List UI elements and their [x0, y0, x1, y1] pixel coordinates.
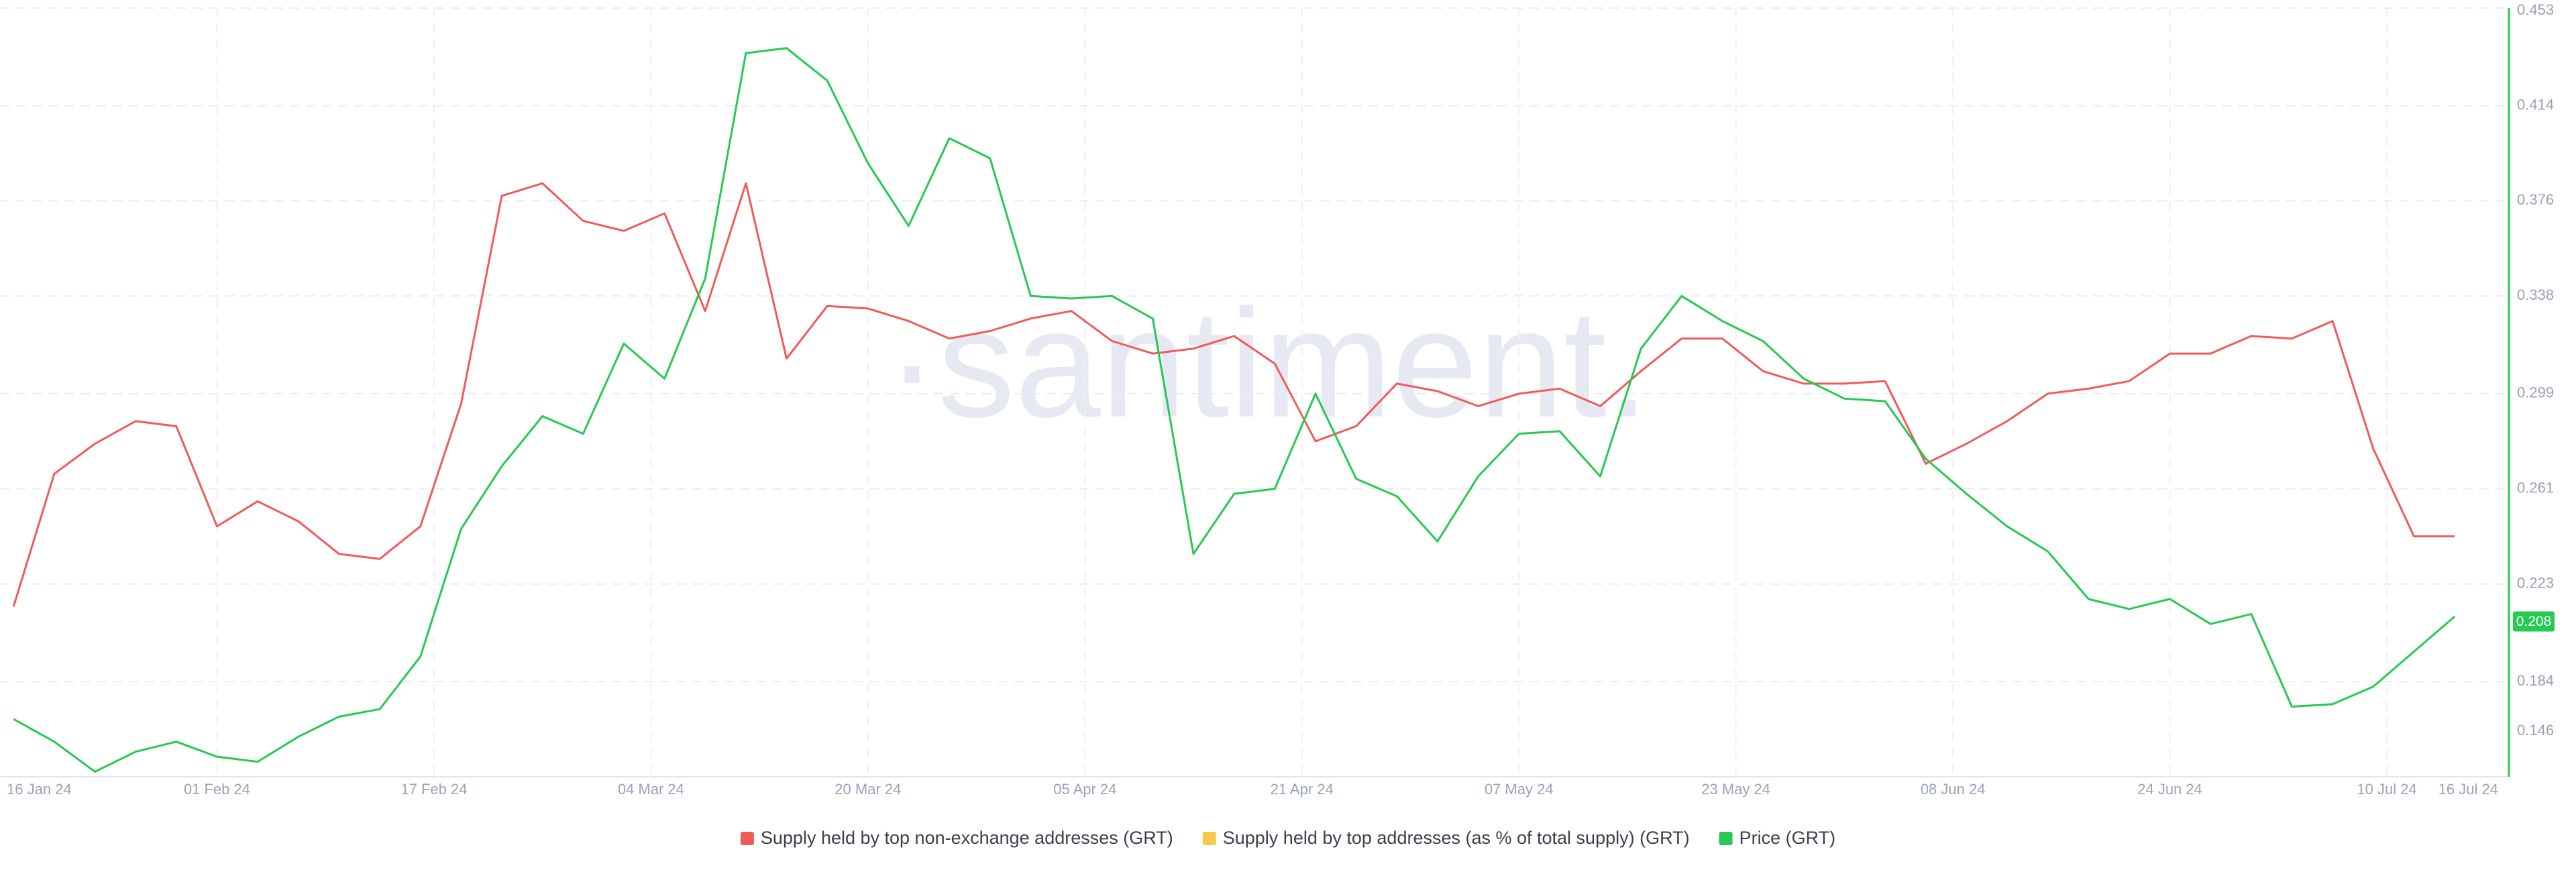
series-line [12, 182, 2455, 607]
y-tick-label: 0.184 [2517, 672, 2554, 689]
x-tick-label: 24 Jun 24 [2137, 781, 2202, 798]
legend-label: Supply held by top non-exchange addresse… [761, 828, 1173, 848]
y-tick-label: 0.146 [2517, 722, 2554, 739]
x-tick-label: 20 Mar 24 [835, 781, 901, 798]
x-tick-label: 17 Feb 24 [400, 781, 467, 798]
series-line [13, 47, 2456, 773]
x-tick-label: 07 May 24 [1485, 781, 1554, 798]
y-tick-label: 0.223 [2517, 574, 2554, 591]
x-tick-label: 04 Mar 24 [618, 781, 684, 798]
y-tick-label: 0.376 [2517, 191, 2554, 208]
price-label: 0.208 [2516, 614, 2552, 629]
y-tick-label: 0.261 [2517, 480, 2554, 496]
x-tick-label: 16 Jan 24 [7, 781, 72, 798]
legend-label: Price (GRT) [1739, 828, 1836, 848]
x-tick-label: 16 Jul 24 [2438, 781, 2498, 798]
legend-marker [740, 832, 754, 845]
x-tick-label: 05 Apr 24 [1053, 781, 1116, 798]
y-tick-label: 0.414 [2517, 96, 2554, 113]
legend: Supply held by top non-exchange addresse… [740, 828, 1836, 848]
price-label-box [2513, 611, 2555, 632]
y-tick-label: 0.453 [2517, 1, 2554, 18]
x-tick-label: 08 Jun 24 [1921, 781, 1986, 798]
x-tick-label: 23 May 24 [1701, 781, 1770, 798]
x-tick-label: 10 Jul 24 [2357, 781, 2416, 798]
x-tick-label: 21 Apr 24 [1271, 781, 1334, 798]
legend-label: Supply held by top addresses (as % of to… [1223, 828, 1690, 848]
legend-marker [1202, 832, 1216, 845]
watermark: ·santiment. [886, 277, 1650, 449]
y-tick-label: 0.338 [2517, 286, 2554, 303]
legend-marker [1719, 832, 1733, 845]
y-tick-label: 0.299 [2517, 384, 2554, 401]
x-tick-label: 01 Feb 24 [184, 781, 250, 798]
